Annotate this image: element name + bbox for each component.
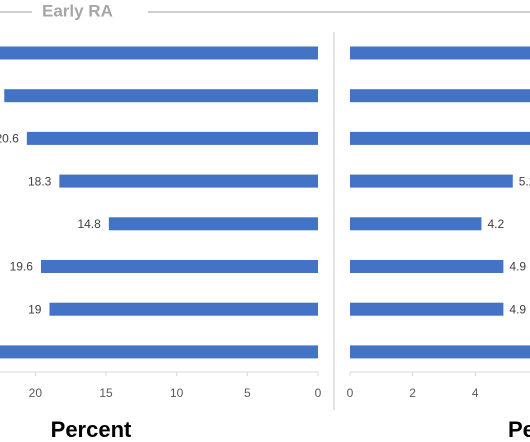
- value-label: 20.6: [0, 132, 19, 146]
- x-tick-label: 4: [472, 386, 479, 400]
- x-tick-label: 5: [244, 386, 251, 400]
- bar: [350, 345, 530, 359]
- bar: [350, 46, 530, 60]
- x-tick-label: 2: [409, 386, 416, 400]
- bar: [350, 260, 504, 273]
- bar: [59, 174, 319, 188]
- bar: [0, 345, 318, 359]
- value-label: 18.3: [28, 174, 52, 188]
- value-label: 19.6: [10, 260, 34, 274]
- x-tick-label: 15: [99, 386, 113, 400]
- x-tick-label: 0: [315, 386, 322, 400]
- x-axis-title: Percent: [508, 417, 530, 442]
- bar: [350, 131, 530, 145]
- x-tick-label: 0: [347, 386, 354, 400]
- bar: [350, 174, 513, 188]
- bar: [350, 302, 504, 316]
- value-label: 19: [28, 302, 42, 316]
- value-label: 4.9: [509, 302, 526, 316]
- value-label: 4.2: [487, 217, 504, 231]
- bar: [0, 46, 318, 60]
- bar: [350, 217, 482, 231]
- bar: [26, 131, 318, 145]
- x-axis-title: Percent: [51, 417, 132, 442]
- bar: [108, 217, 319, 231]
- chart-title: Early RA: [42, 1, 113, 20]
- x-tick-label: 10: [170, 386, 184, 400]
- bar: [49, 302, 318, 316]
- value-label: 14.8: [77, 217, 101, 231]
- value-label: 5.2: [519, 174, 530, 188]
- bar: [40, 260, 319, 273]
- x-tick-label: 20: [29, 386, 43, 400]
- bar: [350, 89, 530, 103]
- value-label: 4.9: [509, 260, 526, 274]
- bar: [4, 89, 319, 103]
